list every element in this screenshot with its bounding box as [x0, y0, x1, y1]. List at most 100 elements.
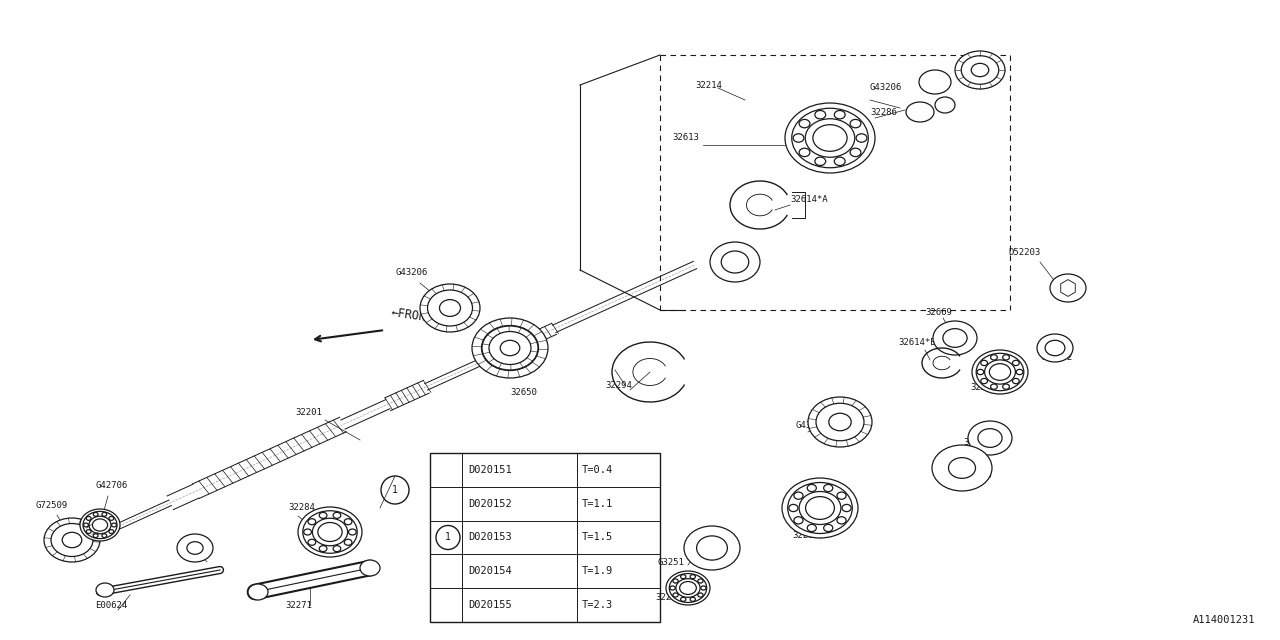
- Ellipse shape: [850, 120, 861, 128]
- Ellipse shape: [906, 102, 934, 122]
- Ellipse shape: [319, 513, 326, 518]
- Ellipse shape: [977, 369, 984, 374]
- Text: 32669: 32669: [925, 308, 952, 317]
- Ellipse shape: [984, 360, 1015, 384]
- Ellipse shape: [666, 571, 710, 605]
- Ellipse shape: [83, 511, 116, 539]
- Ellipse shape: [360, 560, 380, 576]
- Text: 1: 1: [392, 485, 398, 495]
- Text: G3251: G3251: [658, 558, 685, 567]
- Ellipse shape: [991, 355, 997, 360]
- Ellipse shape: [90, 516, 111, 534]
- Ellipse shape: [700, 586, 707, 590]
- Ellipse shape: [808, 484, 817, 492]
- Ellipse shape: [303, 511, 357, 553]
- Bar: [430, 453, 660, 622]
- Ellipse shape: [344, 518, 352, 525]
- Ellipse shape: [676, 579, 700, 597]
- Ellipse shape: [63, 532, 82, 548]
- Ellipse shape: [79, 509, 120, 541]
- Text: 32237: 32237: [655, 593, 682, 602]
- Ellipse shape: [673, 579, 678, 583]
- Text: 32286: 32286: [870, 108, 897, 117]
- Ellipse shape: [850, 148, 861, 157]
- Ellipse shape: [92, 519, 108, 531]
- Ellipse shape: [489, 332, 531, 365]
- Text: 32614*B: 32614*B: [899, 338, 936, 347]
- Text: E00624: E00624: [95, 601, 127, 610]
- Ellipse shape: [980, 378, 987, 384]
- Ellipse shape: [856, 134, 867, 142]
- Ellipse shape: [977, 353, 1024, 390]
- Ellipse shape: [799, 120, 810, 128]
- Ellipse shape: [483, 326, 538, 370]
- Ellipse shape: [799, 148, 810, 157]
- Ellipse shape: [787, 483, 852, 534]
- Ellipse shape: [348, 529, 356, 535]
- Ellipse shape: [794, 492, 803, 499]
- Ellipse shape: [177, 534, 212, 562]
- Ellipse shape: [690, 575, 695, 579]
- Ellipse shape: [420, 284, 480, 332]
- Ellipse shape: [805, 497, 835, 520]
- Ellipse shape: [808, 524, 817, 532]
- Ellipse shape: [933, 321, 977, 355]
- Ellipse shape: [1002, 384, 1010, 389]
- Text: D52203: D52203: [1009, 248, 1041, 257]
- Ellipse shape: [439, 300, 461, 316]
- Ellipse shape: [794, 134, 804, 142]
- Ellipse shape: [1050, 274, 1085, 302]
- Ellipse shape: [792, 108, 868, 168]
- Ellipse shape: [837, 516, 846, 524]
- Ellipse shape: [317, 522, 342, 541]
- Text: C62202: C62202: [1039, 353, 1073, 362]
- Ellipse shape: [932, 445, 992, 491]
- Ellipse shape: [980, 360, 987, 365]
- Ellipse shape: [785, 103, 876, 173]
- Text: 32315: 32315: [965, 471, 992, 480]
- Text: 32614*A: 32614*A: [790, 195, 828, 204]
- Ellipse shape: [86, 530, 91, 534]
- Text: 32669: 32669: [963, 438, 989, 447]
- Ellipse shape: [842, 504, 851, 511]
- Ellipse shape: [934, 97, 955, 113]
- Text: 1: 1: [445, 532, 451, 543]
- Ellipse shape: [1002, 355, 1010, 360]
- Ellipse shape: [298, 507, 362, 557]
- Ellipse shape: [919, 70, 951, 94]
- Ellipse shape: [788, 504, 797, 511]
- Ellipse shape: [109, 530, 114, 534]
- Ellipse shape: [44, 518, 100, 562]
- Ellipse shape: [680, 582, 696, 595]
- Ellipse shape: [782, 478, 858, 538]
- Ellipse shape: [1012, 378, 1019, 384]
- Ellipse shape: [1037, 334, 1073, 362]
- Ellipse shape: [710, 242, 760, 282]
- Ellipse shape: [813, 125, 847, 151]
- Text: G42706: G42706: [95, 481, 127, 490]
- Ellipse shape: [500, 340, 520, 356]
- Ellipse shape: [428, 290, 472, 326]
- Ellipse shape: [972, 350, 1028, 394]
- Ellipse shape: [102, 513, 106, 516]
- Ellipse shape: [799, 492, 841, 525]
- Ellipse shape: [978, 429, 1002, 447]
- Ellipse shape: [102, 534, 106, 538]
- Text: 32297: 32297: [792, 531, 819, 540]
- Ellipse shape: [333, 546, 340, 552]
- Ellipse shape: [669, 573, 707, 602]
- Text: T=1.1: T=1.1: [582, 499, 613, 509]
- Ellipse shape: [684, 526, 740, 570]
- Ellipse shape: [681, 575, 686, 579]
- Text: D020155: D020155: [468, 600, 512, 610]
- Ellipse shape: [96, 583, 114, 597]
- Text: A114001231: A114001231: [1193, 615, 1254, 625]
- Ellipse shape: [698, 579, 703, 583]
- Ellipse shape: [472, 318, 548, 378]
- Text: T=0.4: T=0.4: [582, 465, 613, 475]
- Ellipse shape: [481, 326, 539, 371]
- Ellipse shape: [673, 593, 678, 597]
- Ellipse shape: [497, 337, 524, 358]
- Ellipse shape: [690, 597, 695, 602]
- Ellipse shape: [835, 157, 845, 166]
